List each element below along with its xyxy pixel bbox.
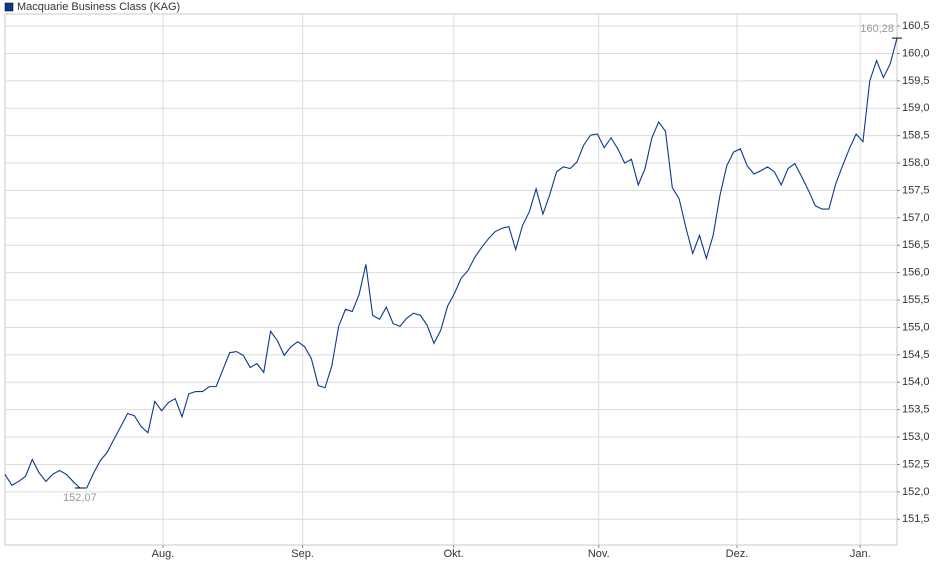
value-label: 152,07 <box>63 492 97 504</box>
x-tick-label: Aug. <box>152 548 175 560</box>
y-tick-label: 156,5 <box>902 239 930 251</box>
legend-label: Macquarie Business Class (KAG) <box>17 1 180 13</box>
y-tick-label: 153,0 <box>902 431 930 443</box>
y-tick-label: 152,0 <box>902 486 930 498</box>
x-tick-label: Dez. <box>726 548 749 560</box>
y-tick-label: 159,5 <box>902 75 930 87</box>
y-tick-label: 155,5 <box>902 294 930 306</box>
y-tick-label: 153,5 <box>902 404 930 416</box>
y-tick-label: 160,5 <box>902 20 930 32</box>
x-tick-label: Sep. <box>291 548 314 560</box>
x-tick-label: Okt. <box>444 548 464 560</box>
y-tick-label: 159,0 <box>902 102 930 114</box>
x-tick-label: Jan. <box>850 548 871 560</box>
y-tick-label: 157,0 <box>902 212 930 224</box>
y-tick-label: 158,0 <box>902 157 930 169</box>
y-tick-label: 157,5 <box>902 184 930 196</box>
price-line <box>4 37 898 489</box>
y-tick-label: 160,0 <box>902 47 930 59</box>
x-tick-label: Nov. <box>588 548 610 560</box>
y-tick-label: 154,0 <box>902 376 930 388</box>
legend-swatch <box>4 2 14 12</box>
value-label: 160,28 <box>860 23 894 35</box>
y-tick-label: 158,5 <box>902 130 930 142</box>
plot-area <box>4 13 898 546</box>
y-tick-label: 152,5 <box>902 458 930 470</box>
y-tick-label: 154,5 <box>902 349 930 361</box>
y-tick-label: 156,0 <box>902 267 930 279</box>
y-tick-label: 155,0 <box>902 321 930 333</box>
y-tick-label: 151,5 <box>902 513 930 525</box>
